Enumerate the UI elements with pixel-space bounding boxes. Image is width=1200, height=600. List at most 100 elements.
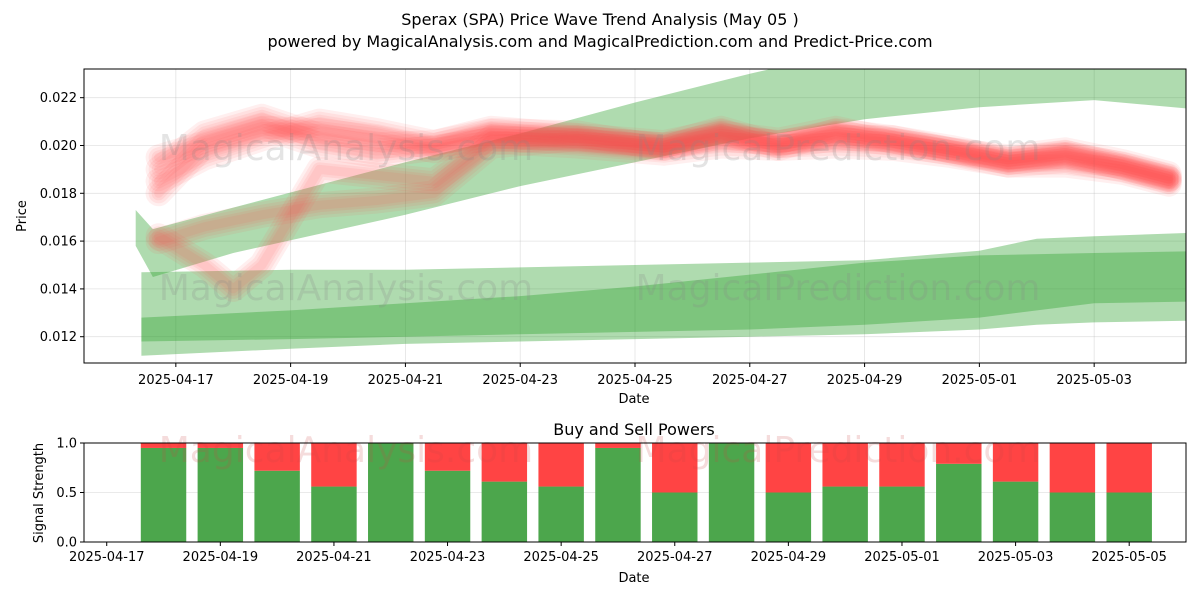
price-x-tick-label: 2025-04-23	[482, 373, 558, 388]
buy-bar	[708, 443, 755, 542]
watermark-prediction-upper: MagicalPrediction.com	[636, 128, 1041, 169]
red-wave-2-layer-2	[148, 118, 1179, 204]
red-wave-2-layer-4	[154, 124, 1174, 198]
buy-bar	[197, 447, 244, 542]
green-band-2	[141, 232, 1186, 356]
buy-bar	[311, 486, 357, 542]
sell-bar	[1049, 443, 1096, 493]
buy-bar	[1049, 492, 1096, 542]
price-x-tick-label: 2025-04-21	[368, 373, 444, 388]
buy-bar	[595, 447, 641, 542]
buy-bar	[765, 492, 812, 542]
watermark-analysis-lower: MagicalAnalysis.com	[159, 430, 533, 471]
signal-x-tick-label: 2025-04-17	[69, 550, 145, 565]
watermark-analysis-upper: MagicalAnalysis.com	[159, 128, 533, 169]
sell-bar	[992, 443, 1039, 482]
red-wave-2-layer-1	[145, 115, 1182, 207]
buy-bar	[936, 463, 982, 542]
red-wave-5-layer-1	[145, 120, 1182, 302]
signal-x-tick-label: 2025-05-01	[864, 550, 940, 565]
red-wave-4-layer-1	[145, 115, 1182, 255]
chart-subtitle: powered by MagicalAnalysis.com and Magic…	[267, 32, 933, 51]
signal-x-tick-label: 2025-04-25	[523, 550, 599, 565]
price-axes: 2025-04-17 2025-04-19 2025-04-21 2025-04-23…	[40, 91, 1132, 388]
signal-x-tick-label: 2025-04-23	[410, 550, 486, 565]
green-trend-bands	[135, 69, 1186, 356]
buy-sell-bars	[140, 443, 1152, 542]
sell-bar	[652, 443, 698, 493]
red-wave-3-layer-3	[151, 109, 1176, 182]
red-wave-6-layer-3	[151, 119, 1176, 191]
price-x-tick-label: 2025-04-25	[597, 373, 673, 388]
red-wave-2-layer-3	[151, 121, 1176, 201]
price-y-tick-label: 0.022	[40, 91, 77, 106]
red-wave-3-layer-2	[148, 106, 1179, 185]
red-wave-4-layer-3	[151, 121, 1176, 249]
sell-bar	[424, 443, 471, 471]
buy-bar	[254, 470, 300, 542]
sell-bar	[595, 443, 641, 448]
signal-watermarks: MagicalAnalysis.com MagicalPrediction.co…	[159, 430, 1041, 471]
green-band-1	[135, 69, 1186, 277]
price-x-axis-label: Date	[618, 392, 649, 407]
price-x-tick-label: 2025-05-01	[942, 373, 1018, 388]
red-price-waves	[145, 103, 1182, 302]
red-wave-4-layer-2	[148, 118, 1179, 252]
buy-bar	[368, 443, 414, 542]
signal-y-tick-label: 0.0	[56, 536, 77, 551]
buy-bar	[822, 486, 868, 542]
signal-y-tick-label: 0.5	[56, 486, 77, 501]
price-watermarks: MagicalAnalysis.com MagicalPrediction.co…	[159, 128, 1041, 309]
price-grid	[84, 69, 1186, 363]
signal-x-tick-label: 2025-04-27	[637, 550, 713, 565]
signal-y-axis-label: Signal Strength	[32, 443, 47, 543]
price-x-tick-label: 2025-04-17	[138, 373, 214, 388]
buy-bar	[879, 486, 925, 542]
red-wave-1-layer-1	[145, 108, 1182, 195]
sell-bar	[254, 443, 300, 471]
sell-bar	[197, 443, 244, 448]
sell-bar	[538, 443, 584, 487]
watermark-analysis: MagicalAnalysis.com	[159, 268, 533, 309]
red-wave-1-layer-2	[148, 111, 1179, 192]
red-wave-4-layer-4	[154, 124, 1174, 246]
price-y-tick-label: 0.018	[40, 187, 77, 202]
price-x-tick-label: 2025-04-29	[827, 373, 903, 388]
sell-bar	[140, 443, 187, 448]
buy-bar	[992, 481, 1039, 542]
price-y-axis-label: Price	[15, 200, 30, 232]
sell-bar	[1106, 443, 1152, 493]
buy-sell-title: Buy and Sell Powers	[553, 420, 715, 439]
buy-bar	[140, 447, 187, 542]
signal-x-tick-label: 2025-05-03	[978, 550, 1054, 565]
sell-bar	[765, 443, 812, 493]
price-y-tick-label: 0.020	[40, 139, 77, 154]
watermark-prediction-lower: MagicalPrediction.com	[636, 430, 1041, 471]
signal-axes: 2025-04-17 2025-04-19 2025-04-21 2025-04-23…	[56, 437, 1167, 566]
buy-bar	[424, 470, 471, 542]
chart-title: Sperax (SPA) Price Wave Trend Analysis (…	[401, 10, 799, 29]
sell-bar	[936, 443, 982, 464]
red-wave-5-layer-4	[154, 129, 1174, 294]
buy-bar	[481, 481, 528, 542]
signal-x-tick-label: 2025-04-19	[183, 550, 259, 565]
red-wave-5-layer-3	[151, 126, 1176, 296]
red-wave-1-layer-4	[154, 117, 1174, 186]
buy-bar	[1106, 492, 1152, 542]
red-wave-3-layer-4	[154, 112, 1174, 179]
red-wave-6-layer-2	[148, 116, 1179, 194]
red-wave-5-layer-2	[148, 123, 1179, 299]
red-wave-6-layer-4	[154, 121, 1174, 189]
green-band-3	[141, 251, 1186, 342]
sell-bar	[879, 443, 925, 487]
watermark-prediction: MagicalPrediction.com	[636, 268, 1041, 309]
price-x-tick-label: 2025-04-19	[253, 373, 329, 388]
price-y-tick-label: 0.014	[40, 282, 77, 297]
sell-bar	[311, 443, 357, 487]
red-wave-6-layer-1	[145, 113, 1182, 197]
signal-x-tick-label: 2025-05-05	[1091, 550, 1167, 565]
signal-x-tick-label: 2025-04-21	[296, 550, 372, 565]
signal-y-tick-label: 1.0	[56, 437, 77, 452]
